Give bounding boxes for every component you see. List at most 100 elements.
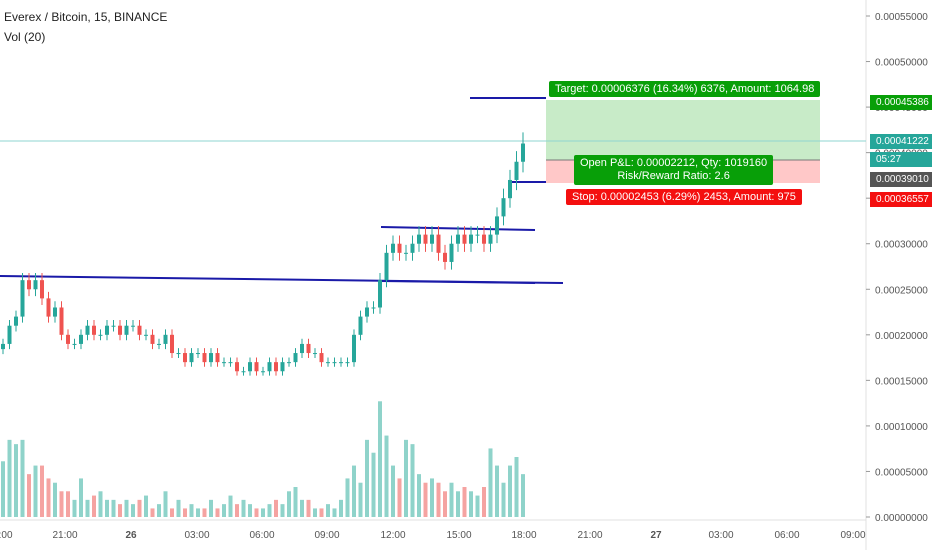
candle-body: [33, 280, 38, 290]
volume-bar: [267, 504, 272, 517]
volume-bar: [131, 504, 135, 517]
time-tick-label: 21:00: [52, 530, 77, 541]
volume-bar: [33, 465, 38, 517]
volume-bar: [137, 499, 142, 517]
candle-body: [183, 353, 187, 363]
volume-bar: [365, 439, 369, 517]
time-axis: 18:00 21:00 26 03:00 06:00 09:00 12:00 15:00 18:…: [0, 530, 866, 541]
volume-bar: [417, 474, 421, 517]
volume-bar: [391, 465, 395, 517]
volume-bar: [319, 508, 324, 517]
candle-body: [462, 234, 467, 244]
volume-bar: [287, 491, 291, 517]
range-bottom-line[interactable]: [380, 280, 536, 284]
candle-body: [261, 371, 265, 373]
candle-body: [20, 280, 25, 317]
time-tick-label: 03:00: [708, 530, 733, 541]
candle-body: [410, 243, 415, 253]
volume-bar: [508, 465, 512, 517]
candle-body: [79, 334, 83, 344]
time-tick-label: 12:00: [380, 530, 405, 541]
volume-bar: [456, 491, 460, 517]
candle-body: [248, 362, 252, 372]
volume-bar: [196, 508, 200, 517]
target-tag[interactable]: Target: 0.00006376 (16.34%) 6376, Amount…: [549, 81, 821, 97]
candle-body: [339, 362, 343, 364]
candle-body: [202, 353, 207, 363]
volume-bar: [423, 482, 428, 517]
volume-bar: [462, 487, 467, 517]
pnl-tag[interactable]: Open P&L: 0.00002212, Qty: 1019160 Risk/…: [574, 155, 774, 185]
time-tick-label: 18:00: [511, 530, 536, 541]
candle-body: [378, 280, 382, 308]
candle-body: [508, 179, 512, 199]
time-tick-label: 09:00: [840, 530, 865, 541]
risk-reward-line: Risk/Reward Ratio: 2.6: [617, 170, 730, 182]
volume-bar: [1, 461, 5, 517]
candle-body: [254, 362, 259, 372]
candle-body: [274, 362, 278, 372]
price-tick-label: 0.00020000: [875, 331, 928, 342]
volume-bar: [72, 499, 77, 517]
candle-body: [92, 325, 96, 335]
candle-body: [163, 334, 168, 344]
candle-body: [501, 198, 506, 217]
volume-bar: [7, 439, 12, 517]
volume-bar: [170, 508, 174, 517]
candle-body: [66, 334, 70, 344]
volume-bar: [59, 491, 64, 517]
volume-bar: [254, 508, 259, 517]
candle-body: [488, 234, 493, 244]
candle-body: [456, 234, 460, 244]
candle-body: [118, 325, 122, 335]
candle-body: [176, 353, 181, 355]
pnl-line: Open P&L: 0.00002212, Qty: 1019160: [580, 157, 768, 169]
volume-bar: [111, 499, 116, 517]
candle-body: [423, 234, 428, 244]
volume-bar: [261, 508, 265, 517]
volume-bar: [105, 499, 109, 517]
volume-bar: [378, 401, 382, 517]
volume-bar: [235, 504, 239, 517]
volume-bar: [241, 499, 246, 517]
candle-body: [111, 325, 116, 327]
countdown-tag: 05:27: [870, 152, 932, 167]
candle-body: [365, 307, 369, 317]
candle-body: [228, 362, 233, 364]
candle-body: [267, 362, 272, 372]
volume-bar: [157, 504, 161, 517]
volume-bar: [20, 439, 25, 517]
time-tick-label: 18:00: [0, 530, 13, 541]
volume-bar: [124, 499, 129, 517]
candle-body: [59, 307, 64, 335]
volume-bar: [215, 508, 220, 517]
volume-bar: [53, 482, 57, 517]
candle-body: [144, 334, 148, 336]
volume-bar: [46, 478, 51, 517]
volume-bar: [150, 508, 155, 517]
target-zone[interactable]: [546, 100, 820, 160]
volume-bar: [352, 465, 356, 517]
time-tick-label: 03:00: [184, 530, 209, 541]
candle-body: [332, 362, 337, 364]
candle-body: [222, 362, 226, 364]
current-price-tag: 0.00041222: [870, 134, 932, 149]
candle-body: [215, 353, 220, 363]
stop-tag[interactable]: Stop: 0.00002453 (6.29%) 2453, Amount: 9…: [566, 189, 802, 205]
candle-body: [189, 353, 194, 363]
volume-bar: [222, 504, 226, 517]
volume-bar: [436, 482, 441, 517]
volume-bar: [495, 465, 499, 517]
candle-body: [293, 353, 298, 363]
time-tick-label: 27: [650, 530, 662, 541]
stop-price-tag: 0.00036557: [870, 192, 932, 207]
candle-body: [384, 252, 389, 281]
volume-bar: [27, 474, 31, 517]
candle-body: [1, 343, 5, 350]
candle-body: [326, 362, 330, 364]
candle-body: [521, 143, 525, 162]
volume-bar: [189, 504, 194, 517]
volume-bars: [1, 401, 525, 517]
volume-bar: [339, 499, 343, 517]
volume-bar: [183, 508, 187, 517]
